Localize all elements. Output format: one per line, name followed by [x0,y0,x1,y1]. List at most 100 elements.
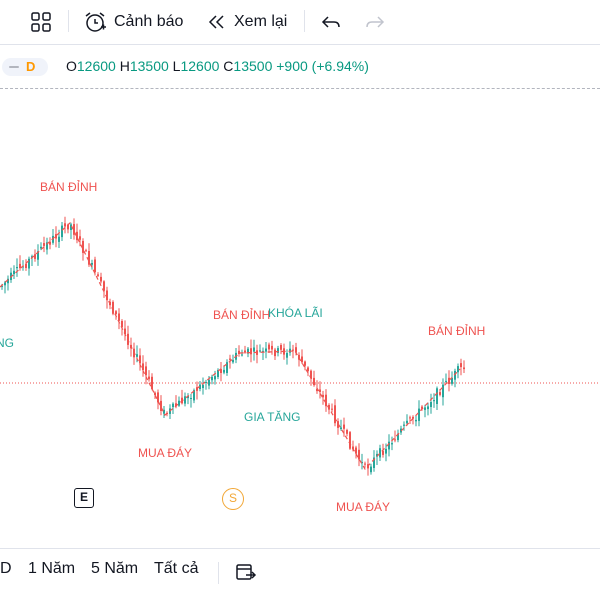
candle-body [421,406,423,409]
candle-body [259,350,261,352]
candle-body [148,376,150,380]
low-key: L [172,58,181,74]
candle-body [118,313,120,321]
close-value: 13500 [233,58,273,74]
low-value: 12600 [180,58,220,74]
candle-body [271,345,273,350]
open-key: O [66,58,77,74]
candle-body [403,424,405,426]
date-range-icon[interactable] [234,561,258,585]
top-toolbar: Cảnh báo Xem lại [0,0,600,45]
layout-grid-icon[interactable] [30,0,52,44]
candle-body [112,301,114,314]
zigzag-line [0,222,461,470]
event-marker-s[interactable]: S [222,488,244,510]
candle-body [61,225,63,238]
candle-body [220,369,222,373]
candle-body [325,394,327,407]
candle-body [397,433,399,441]
candle-body [238,350,240,354]
candle-body [43,243,45,246]
chart-annotation: BÁN ĐỈNH [213,307,270,322]
range-button-d[interactable]: D [0,560,12,577]
candle-body [88,251,90,265]
range-button-1y[interactable]: 1 Năm [28,560,76,577]
candle-body [331,408,333,410]
candle-body [391,443,393,445]
open-value: 12600 [76,58,116,74]
alert-button[interactable]: Cảnh báo [82,0,183,44]
event-marker-label: E [79,490,88,504]
candle-body [76,231,78,241]
range-button-all[interactable]: Tất cả [154,560,199,577]
undo-button[interactable] [320,0,342,44]
redo-button[interactable] [364,0,386,44]
chart-annotation: KHÓA LÃI [268,305,323,320]
candles-layer [1,216,465,476]
ohlc-values: O12600 H13500 L12600 C13500 +900 (+6.94%… [66,58,369,74]
candle-body [343,424,345,429]
candle-body [151,376,153,389]
candle-body [274,349,276,357]
candle-body [310,370,312,379]
change-value: +900 (+6.94%) [276,58,369,74]
candle-body [136,354,138,357]
candle-body [442,384,444,398]
toolbar-divider [68,10,69,32]
interval-pill[interactable]: D [2,58,48,76]
replay-button[interactable]: Xem lại [206,0,287,44]
candle-body [208,379,210,386]
candle-body [301,356,303,363]
range-button-5y[interactable]: 5 Năm [91,560,139,577]
candle-body [142,363,144,370]
candle-body [370,466,372,473]
event-marker-e[interactable]: E [74,488,94,508]
candle-body [115,311,117,314]
candle-body [277,348,279,353]
candle-body [250,348,252,355]
candle-body [382,450,384,455]
candle-body [394,439,396,441]
candle-body [265,348,267,352]
candle-body [361,462,363,464]
candle-body [247,348,249,354]
candle-body [454,370,456,380]
candle-body [82,241,84,253]
chart-annotation: GIA TĂNG [244,409,300,424]
alarm-clock-icon [85,12,106,32]
candle-body [28,258,30,269]
candle-body [349,432,351,449]
replay-label: Xem lại [234,13,288,30]
candle-body [355,447,357,454]
candle-body [187,395,189,399]
candle-body [34,254,36,259]
candle-body [223,369,225,373]
candle-body [22,266,24,268]
candle-body [100,276,102,282]
header-divider [0,88,600,89]
toolbar-divider [304,10,305,32]
candle-body [433,400,435,402]
candle-body [244,350,246,353]
candle-body [7,278,9,284]
candle-body [457,366,459,373]
candle-body [226,362,228,373]
candle-body [376,453,378,457]
candle-body [157,392,159,403]
candle-body [262,350,264,352]
candle-body [334,405,336,424]
candle-body [415,419,417,422]
alert-label: Cảnh báo [114,13,184,30]
candle-body [445,380,447,382]
candle-body [340,427,342,429]
candle-body [16,267,18,269]
candle-body [307,367,309,372]
candle-body [319,389,321,392]
candle-body [55,234,57,239]
candle-body [85,250,87,252]
chart-annotation: BÁN ĐỈNH [40,179,97,194]
candle-body [463,367,465,370]
candle-body [58,236,60,242]
